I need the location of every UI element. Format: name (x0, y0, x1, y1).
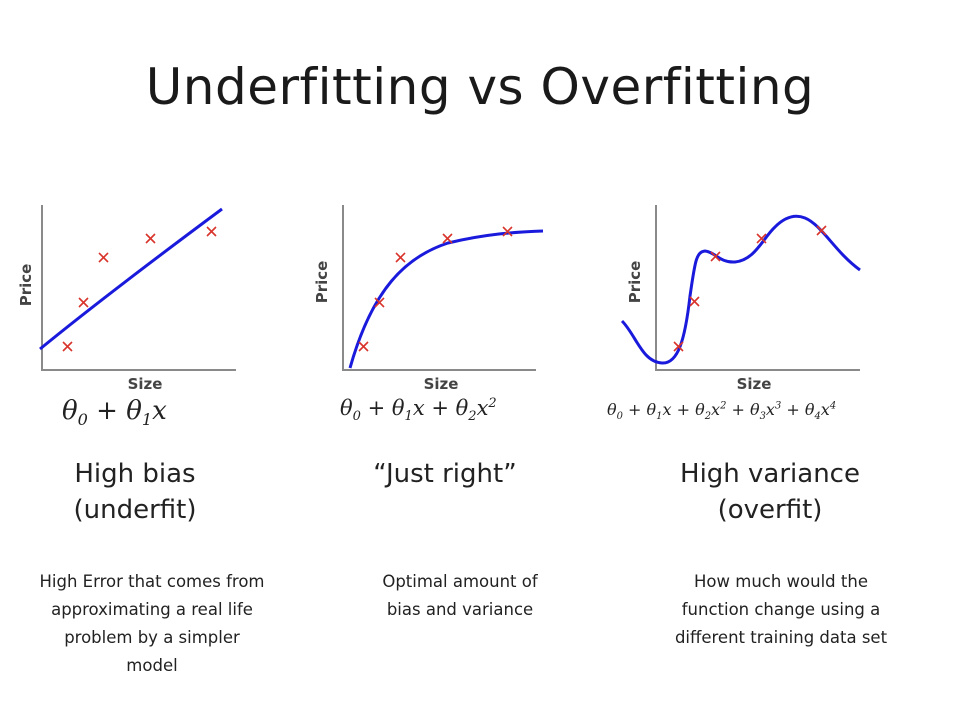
plot-just-right: Price Size (313, 205, 544, 393)
sample-marker (78, 297, 89, 308)
heading-overfit: High variance (overfit) (640, 456, 900, 528)
hypothesis-quartic: θ0 + θ1x + θ2x2 + θ3x3 + θ4x4 (607, 400, 837, 423)
hypothesis-quadratic: θ0 + θ1x + θ2x2 (340, 396, 497, 425)
sample-markers (358, 226, 513, 352)
plot-overfit: Price Size (620, 205, 861, 393)
axes-lines (655, 205, 860, 371)
fit-curve (39, 207, 223, 351)
sample-marker (442, 233, 453, 244)
heading-line: “Just right” (373, 459, 517, 489)
sample-marker (756, 233, 767, 244)
hypothesis-linear: θ0 + θ1x (62, 396, 167, 430)
x-axis-label: Size (128, 375, 163, 393)
slide-title: Underfitting vs Overfitting (145, 58, 815, 116)
heading-line: (underfit) (73, 495, 197, 525)
sample-marker (374, 297, 385, 308)
sample-marker (145, 233, 156, 244)
sample-markers (62, 226, 217, 352)
sample-markers (673, 225, 827, 352)
axes-lines (41, 205, 236, 371)
y-axis-label: Price (313, 261, 331, 304)
heading-just-right: “Just right” (330, 456, 560, 492)
heading-line: High variance (680, 459, 860, 489)
y-axis-label: Price (626, 261, 644, 304)
x-axis-label: Size (424, 375, 459, 393)
heading-line: High bias (74, 459, 196, 489)
sample-marker (816, 225, 827, 236)
sample-marker (206, 226, 217, 237)
description-overfit: How much would the function change using… (674, 572, 888, 647)
heading-line: (overfit) (717, 495, 823, 525)
fit-curve (348, 229, 544, 369)
sample-marker (710, 251, 721, 262)
sample-marker (673, 341, 684, 352)
fit-curve (620, 214, 861, 365)
axes-lines (342, 205, 536, 371)
sample-marker (689, 296, 700, 307)
y-axis-label: Price (17, 264, 35, 307)
sample-marker (98, 252, 109, 263)
x-axis-label: Size (737, 375, 772, 393)
plot-underfit: Price Size (17, 205, 236, 393)
sample-marker (358, 341, 369, 352)
sample-marker (502, 226, 513, 237)
sample-marker (62, 341, 73, 352)
description-just-right: Optimal amount of bias and variance (382, 572, 538, 619)
sample-marker (395, 252, 406, 263)
description-underfit: High Error that comes from approximating… (39, 572, 265, 675)
heading-underfit: High bias (underfit) (20, 456, 250, 528)
